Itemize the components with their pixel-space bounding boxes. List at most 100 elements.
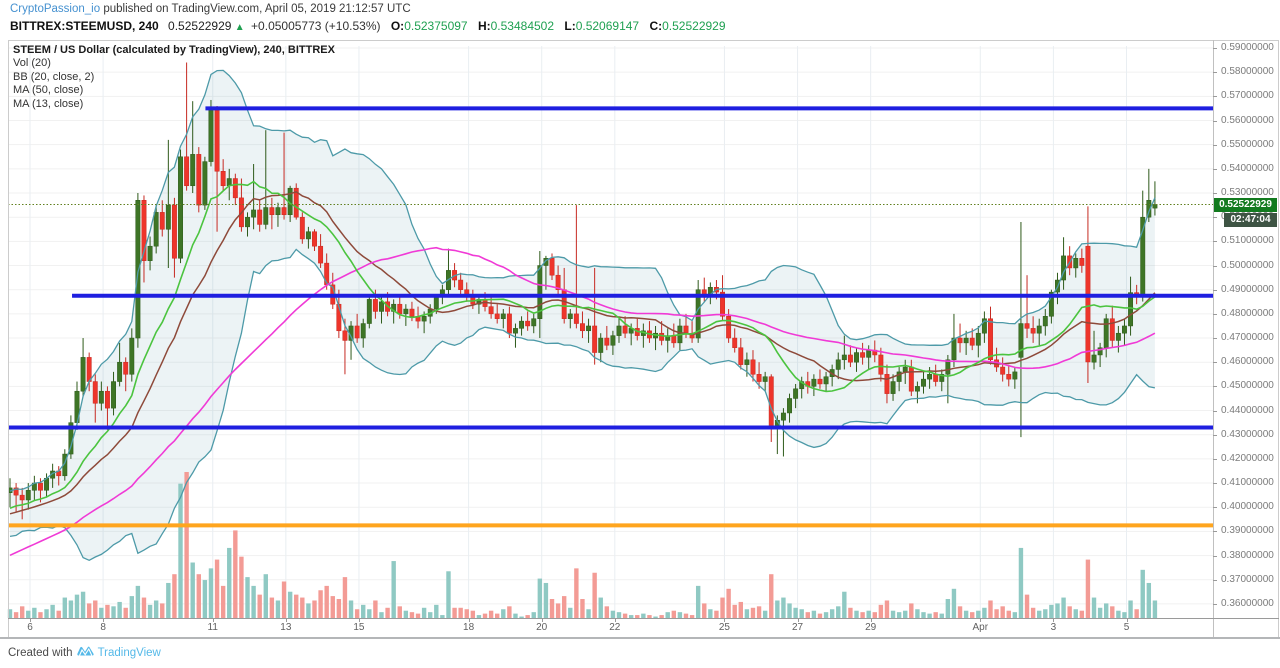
legend-symbol-title: STEEM / US Dollar (calculated by Trading… xyxy=(13,44,335,56)
price-tick-label: 0.53000000 xyxy=(1221,187,1274,199)
price-tick-label: 0.42000000 xyxy=(1221,452,1274,464)
symbol-label: BITTREX:STEEMUSD, 240 xyxy=(10,19,159,33)
price-tick-label: 0.36000000 xyxy=(1221,597,1274,609)
price-tick-mark xyxy=(1213,48,1217,49)
time-tick-mark xyxy=(1126,618,1128,622)
price-tick-label: 0.37000000 xyxy=(1221,573,1274,585)
frame-left-border xyxy=(8,40,9,638)
price-tick-label: 0.49000000 xyxy=(1221,283,1274,295)
frame-right-border xyxy=(1278,40,1279,638)
up-arrow-icon: ▲ xyxy=(234,22,245,33)
time-tick-mark xyxy=(797,618,799,622)
price-tick-mark xyxy=(1213,434,1217,436)
price-tick-label: 0.47000000 xyxy=(1221,332,1274,344)
price-tick-mark xyxy=(1213,289,1217,291)
price-change: +0.05005773 (+10.53%) xyxy=(251,19,381,33)
price-tick-label: 0.38000000 xyxy=(1221,549,1274,561)
time-tick-mark xyxy=(30,618,31,622)
time-tick-mark xyxy=(541,618,543,622)
price-tick-mark xyxy=(1213,603,1217,605)
price-tick-label: 0.50000000 xyxy=(1221,259,1274,271)
price-tick-label: 0.45000000 xyxy=(1221,380,1274,392)
open-label: O: xyxy=(390,19,405,33)
price-tick-mark xyxy=(1213,579,1217,581)
time-tick-label: 25 xyxy=(718,622,730,633)
time-axis-separator xyxy=(8,618,1279,619)
price-tick-mark xyxy=(1213,96,1217,98)
price-tick-label: 0.59000000 xyxy=(1221,42,1274,53)
last-price-tag: 0.52522929 xyxy=(1214,197,1277,212)
bar-countdown-tag: 02:47:04 xyxy=(1224,212,1277,227)
created-with-text: Created with xyxy=(8,646,73,659)
frame-bottom-border xyxy=(0,637,1280,639)
legend-volume: Vol (20) xyxy=(13,57,51,70)
time-tick-mark xyxy=(358,618,360,622)
price-tick-mark xyxy=(1213,555,1217,557)
published-text: published on TradingView.com, April 05, … xyxy=(100,3,411,15)
chart-legend: STEEM / US Dollar (calculated by Trading… xyxy=(13,44,335,111)
time-tick-mark xyxy=(980,618,982,622)
open-value: 0.52375097 xyxy=(404,19,468,33)
time-tick-label: 5 xyxy=(1123,622,1130,633)
time-tick-mark xyxy=(285,618,287,622)
price-tick-mark xyxy=(1213,410,1217,412)
tradingview-brand-link[interactable]: TradingView xyxy=(97,646,161,659)
time-tick-label: 6 xyxy=(27,622,33,633)
price-tick-label: 0.57000000 xyxy=(1221,90,1274,102)
price-tick-mark xyxy=(1213,265,1217,267)
price-tick-mark xyxy=(1213,458,1217,460)
price-axis[interactable]: 0.59000000 0.58000000 0.57000000 0.56000000… xyxy=(1213,40,1279,618)
footer: Created with TradingView xyxy=(8,646,161,659)
time-tick-label: 29 xyxy=(865,622,877,633)
time-tick-label: 13 xyxy=(280,622,292,633)
price-tick-mark xyxy=(1213,507,1217,509)
price-tick-mark xyxy=(1213,72,1217,74)
low-value: 0.52069147 xyxy=(575,19,640,33)
price-tick-label: 0.58000000 xyxy=(1221,66,1274,78)
time-tick-label: 18 xyxy=(463,622,475,633)
author-link[interactable]: CryptoPassion_io xyxy=(10,3,101,15)
publish-info-line: CryptoPassion_io published on TradingVie… xyxy=(10,3,411,15)
time-tick-mark xyxy=(614,618,616,622)
high-label: H: xyxy=(477,19,491,33)
time-tick-mark xyxy=(1053,618,1055,622)
price-tick-label: 0.43000000 xyxy=(1221,428,1274,440)
legend-ma13: MA (13, close) xyxy=(13,97,84,110)
price-tick-mark xyxy=(1213,362,1217,364)
low-label: L: xyxy=(564,19,576,33)
legend-ma50: MA (50, close) xyxy=(13,84,84,97)
price-tick-mark xyxy=(1213,193,1217,195)
price-tick-label: 0.41000000 xyxy=(1221,477,1274,489)
price-tick-label: 0.56000000 xyxy=(1221,114,1274,126)
time-tick-label: 11 xyxy=(207,622,218,633)
time-tick-mark xyxy=(870,618,872,622)
indicator-lines xyxy=(9,69,1156,562)
time-axis[interactable]: 6 8 11 13 15 18 20 22 25 27 29 Apr 3 5 xyxy=(8,618,1213,637)
price-tick-label: 0.46000000 xyxy=(1221,356,1274,368)
time-tick-label: Apr xyxy=(972,622,989,633)
frame-top-border xyxy=(8,40,1279,41)
time-tick-label: 22 xyxy=(609,622,621,633)
tradingview-logo-icon xyxy=(76,646,94,656)
price-tick-mark xyxy=(1213,313,1217,315)
close-value: 0.52522929 xyxy=(662,19,726,33)
high-value: 0.53484502 xyxy=(490,19,555,33)
time-tick-mark xyxy=(724,618,726,622)
time-tick-label: 15 xyxy=(353,622,365,633)
time-tick-label: 3 xyxy=(1050,622,1057,633)
price-tick-mark xyxy=(1213,120,1217,122)
ticker-info-line: BITTREX:STEEMUSD, 240 0.52522929 ▲ +0.05… xyxy=(10,19,726,33)
time-tick-label: 20 xyxy=(536,622,548,633)
price-tick-mark xyxy=(1213,338,1217,340)
price-tick-label: 0.55000000 xyxy=(1221,138,1274,150)
price-tick-label: 0.48000000 xyxy=(1221,307,1274,319)
price-tick-mark xyxy=(1213,531,1217,533)
price-tick-label: 0.40000000 xyxy=(1221,501,1274,513)
close-label: C: xyxy=(649,19,663,33)
time-tick-label: 27 xyxy=(791,622,804,633)
price-tick-mark xyxy=(1213,217,1217,219)
price-tick-mark xyxy=(1213,144,1217,146)
price-tick-mark xyxy=(1213,386,1217,388)
